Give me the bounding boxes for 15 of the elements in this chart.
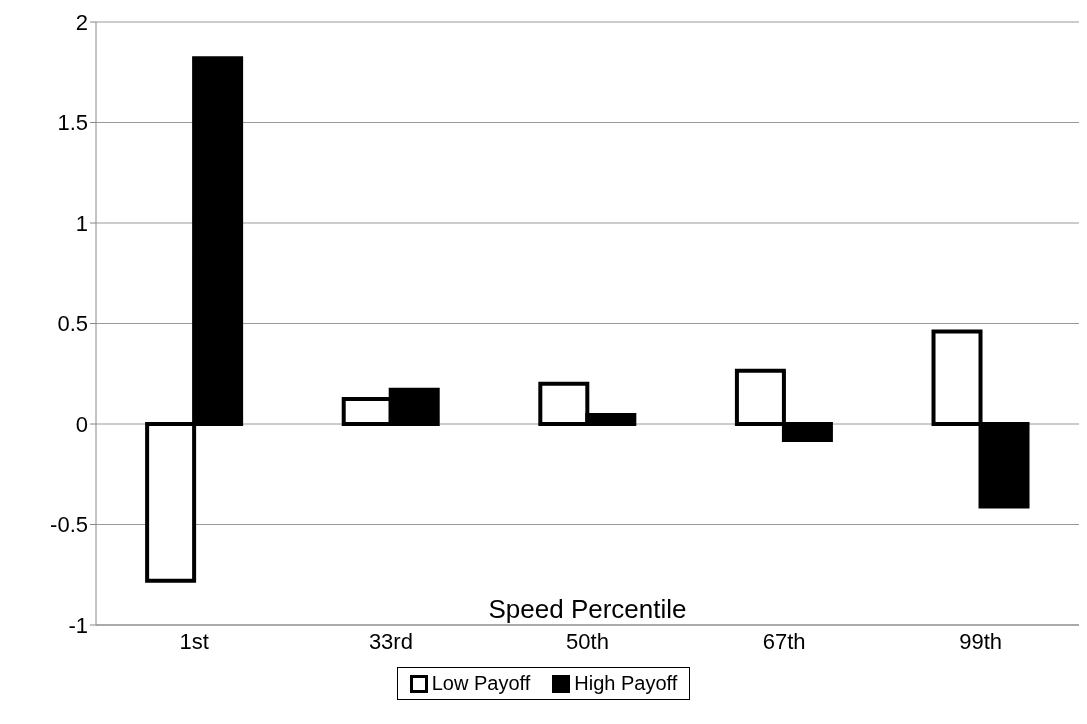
x-tick-label: 67th: [762, 628, 806, 654]
y-tick-label: 0: [75, 411, 88, 437]
y-tick-label: 1: [75, 210, 88, 236]
x-tick-label: 50th: [566, 628, 609, 654]
legend-label: Low Payoff: [430, 672, 531, 695]
x-tick-label: 99th: [959, 628, 1003, 654]
y-tick-label: -1: [68, 612, 88, 638]
x-axis-title: Speed Percentile: [487, 594, 688, 625]
y-tick-label: 1.5: [57, 110, 88, 136]
legend-label: High Payoff: [573, 672, 678, 695]
y-tick-label: 2: [75, 9, 88, 35]
y-tick-label: -0.5: [50, 512, 88, 538]
x-tick-label: 1st: [179, 628, 209, 654]
y-tick-label: 0.5: [57, 311, 88, 337]
x-tick-label: 33rd: [368, 628, 413, 654]
